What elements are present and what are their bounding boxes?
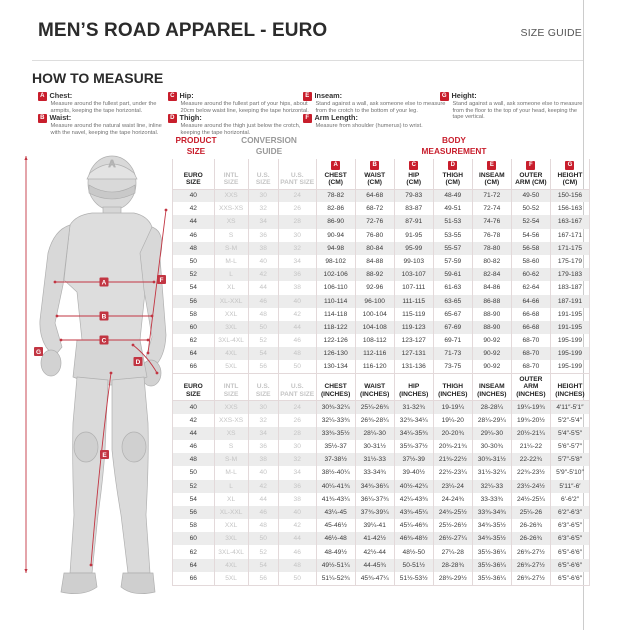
svg-text:C: C <box>102 337 107 344</box>
svg-text:F: F <box>160 277 164 284</box>
svg-text:G: G <box>36 349 41 356</box>
svg-text:E: E <box>102 452 107 459</box>
svg-text:A: A <box>108 159 115 170</box>
svg-text:A: A <box>102 279 107 286</box>
svg-text:D: D <box>136 359 141 366</box>
svg-text:B: B <box>102 313 107 320</box>
